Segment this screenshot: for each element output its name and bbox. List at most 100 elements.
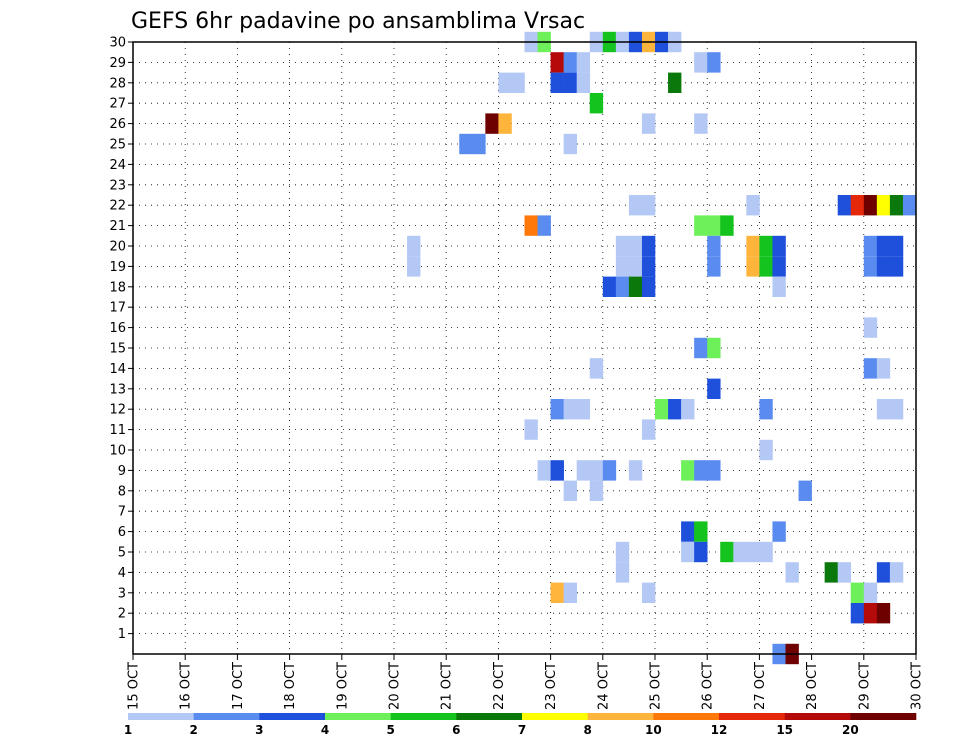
heatmap-cell — [615, 541, 630, 563]
heatmap-cell — [876, 235, 891, 257]
y-tick-label: 12 — [109, 403, 126, 418]
colorbar-label: 20 — [842, 723, 859, 737]
heatmap-cell — [759, 256, 773, 277]
y-tick-label: 28 — [109, 76, 126, 91]
heatmap-cell — [681, 460, 695, 481]
y-tick-label: 8 — [118, 484, 126, 499]
colorbar-label: 8 — [583, 723, 591, 737]
heatmap-cell — [641, 276, 656, 297]
x-tick-label: 22 OCT — [492, 662, 507, 710]
x-tick-label: 21 OCT — [440, 662, 455, 710]
y-tick-label: 6 — [118, 525, 126, 540]
x-tick-label: 29 OCT — [857, 662, 872, 710]
heatmap-cell — [720, 215, 734, 236]
heatmap-cell — [589, 460, 604, 481]
y-tick-label: 15 — [109, 342, 126, 357]
colorbar-label: 1 — [124, 723, 132, 737]
heatmap-cell — [550, 460, 564, 481]
heatmap-cell — [889, 195, 904, 216]
heatmap-cell — [641, 195, 656, 216]
y-tick-label: 9 — [118, 464, 126, 479]
y-tick-label: 26 — [109, 117, 126, 132]
heatmap-cell — [694, 521, 708, 542]
chart-title: GEFS 6hr padavine po ansamblima Vrsac — [131, 9, 585, 34]
colorbar-label: 12 — [711, 723, 728, 737]
y-tick-label: 16 — [109, 321, 126, 336]
y-tick-label: 5 — [118, 546, 126, 561]
heatmap-cell — [498, 72, 512, 93]
heatmap-cell — [641, 419, 656, 440]
heatmap-cell — [576, 399, 591, 420]
y-tick-label: 7 — [118, 505, 126, 520]
heatmap-cell — [563, 480, 577, 501]
heatmap-cell — [550, 72, 564, 93]
heatmap-cell — [850, 582, 865, 603]
heatmap-cell — [668, 72, 682, 93]
colorbar-swatch — [653, 713, 720, 720]
heatmap-cell — [772, 256, 786, 277]
heatmap-cell — [602, 460, 617, 481]
colorbar-swatch — [784, 713, 851, 720]
heatmap-cell — [850, 603, 865, 624]
heatmap-cell — [576, 460, 591, 481]
heatmap-cell — [889, 256, 904, 277]
heatmap-cell — [628, 460, 643, 481]
y-tick-label: 25 — [109, 138, 126, 153]
colorbar-label: 15 — [776, 723, 793, 737]
y-tick-label: 24 — [109, 158, 126, 173]
colorbar-swatch — [522, 713, 588, 720]
colorbar-label: 3 — [255, 723, 263, 737]
heatmap-cell — [498, 113, 512, 134]
y-tick-label: 13 — [109, 382, 126, 397]
heatmap-cell — [563, 72, 577, 93]
colorbar-swatch — [259, 713, 326, 720]
y-tick-label: 21 — [109, 219, 126, 234]
heatmap-cell — [759, 235, 773, 257]
heatmap-cell — [863, 256, 878, 277]
heatmap-cell — [589, 480, 604, 501]
colorbar-swatch — [587, 713, 654, 720]
heatmap-cell — [759, 399, 773, 420]
colorbar-label: 2 — [189, 723, 197, 737]
heatmap-cell — [772, 521, 786, 542]
heatmap-cell — [850, 195, 865, 216]
heatmap-cell — [550, 52, 564, 73]
heatmap-cell — [720, 541, 734, 563]
heatmap-cell — [576, 52, 591, 73]
heatmap-cell — [407, 256, 421, 277]
heatmap-cell — [550, 582, 564, 603]
heatmap-cell — [694, 113, 708, 134]
heatmap-cell — [707, 256, 721, 277]
heatmap-cell — [863, 235, 878, 257]
colorbar-swatch — [193, 713, 260, 720]
y-tick-label: 27 — [109, 97, 126, 112]
heatmap-cell — [459, 133, 473, 155]
heatmap-cell — [681, 541, 695, 563]
x-tick-label: 27 OCT — [753, 662, 768, 710]
y-tick-label: 22 — [109, 199, 126, 214]
y-tick-label: 30 — [109, 36, 126, 51]
heatmap-cell — [733, 541, 747, 563]
colorbar-swatch — [850, 713, 917, 720]
heatmap-cell — [876, 562, 891, 583]
heatmap-cell — [837, 562, 852, 583]
heatmap-cell — [772, 276, 786, 297]
heatmap-cell — [628, 195, 643, 216]
heatmap-cell — [746, 235, 760, 257]
x-tick-label: 23 OCT — [544, 662, 559, 710]
heatmap-cell — [641, 235, 656, 257]
heatmap-cell — [863, 582, 878, 603]
heatmap-cell — [589, 358, 604, 379]
heatmap-cell — [668, 399, 682, 420]
heatmap-cell — [824, 562, 838, 583]
heatmap-cell — [485, 113, 499, 134]
heatmap-cell — [863, 358, 878, 379]
heatmap-cells — [407, 31, 917, 665]
y-tick-label: 18 — [109, 280, 126, 295]
x-axis: 15 OCT 16 OCT 17 OCT 18 OCT 19 OCT 20 OCT 21 O… — [127, 654, 925, 710]
heatmap-cell — [694, 215, 708, 236]
heatmap-cell — [876, 603, 891, 624]
colorbar-swatch — [456, 713, 523, 720]
heatmap-cell — [628, 276, 643, 297]
